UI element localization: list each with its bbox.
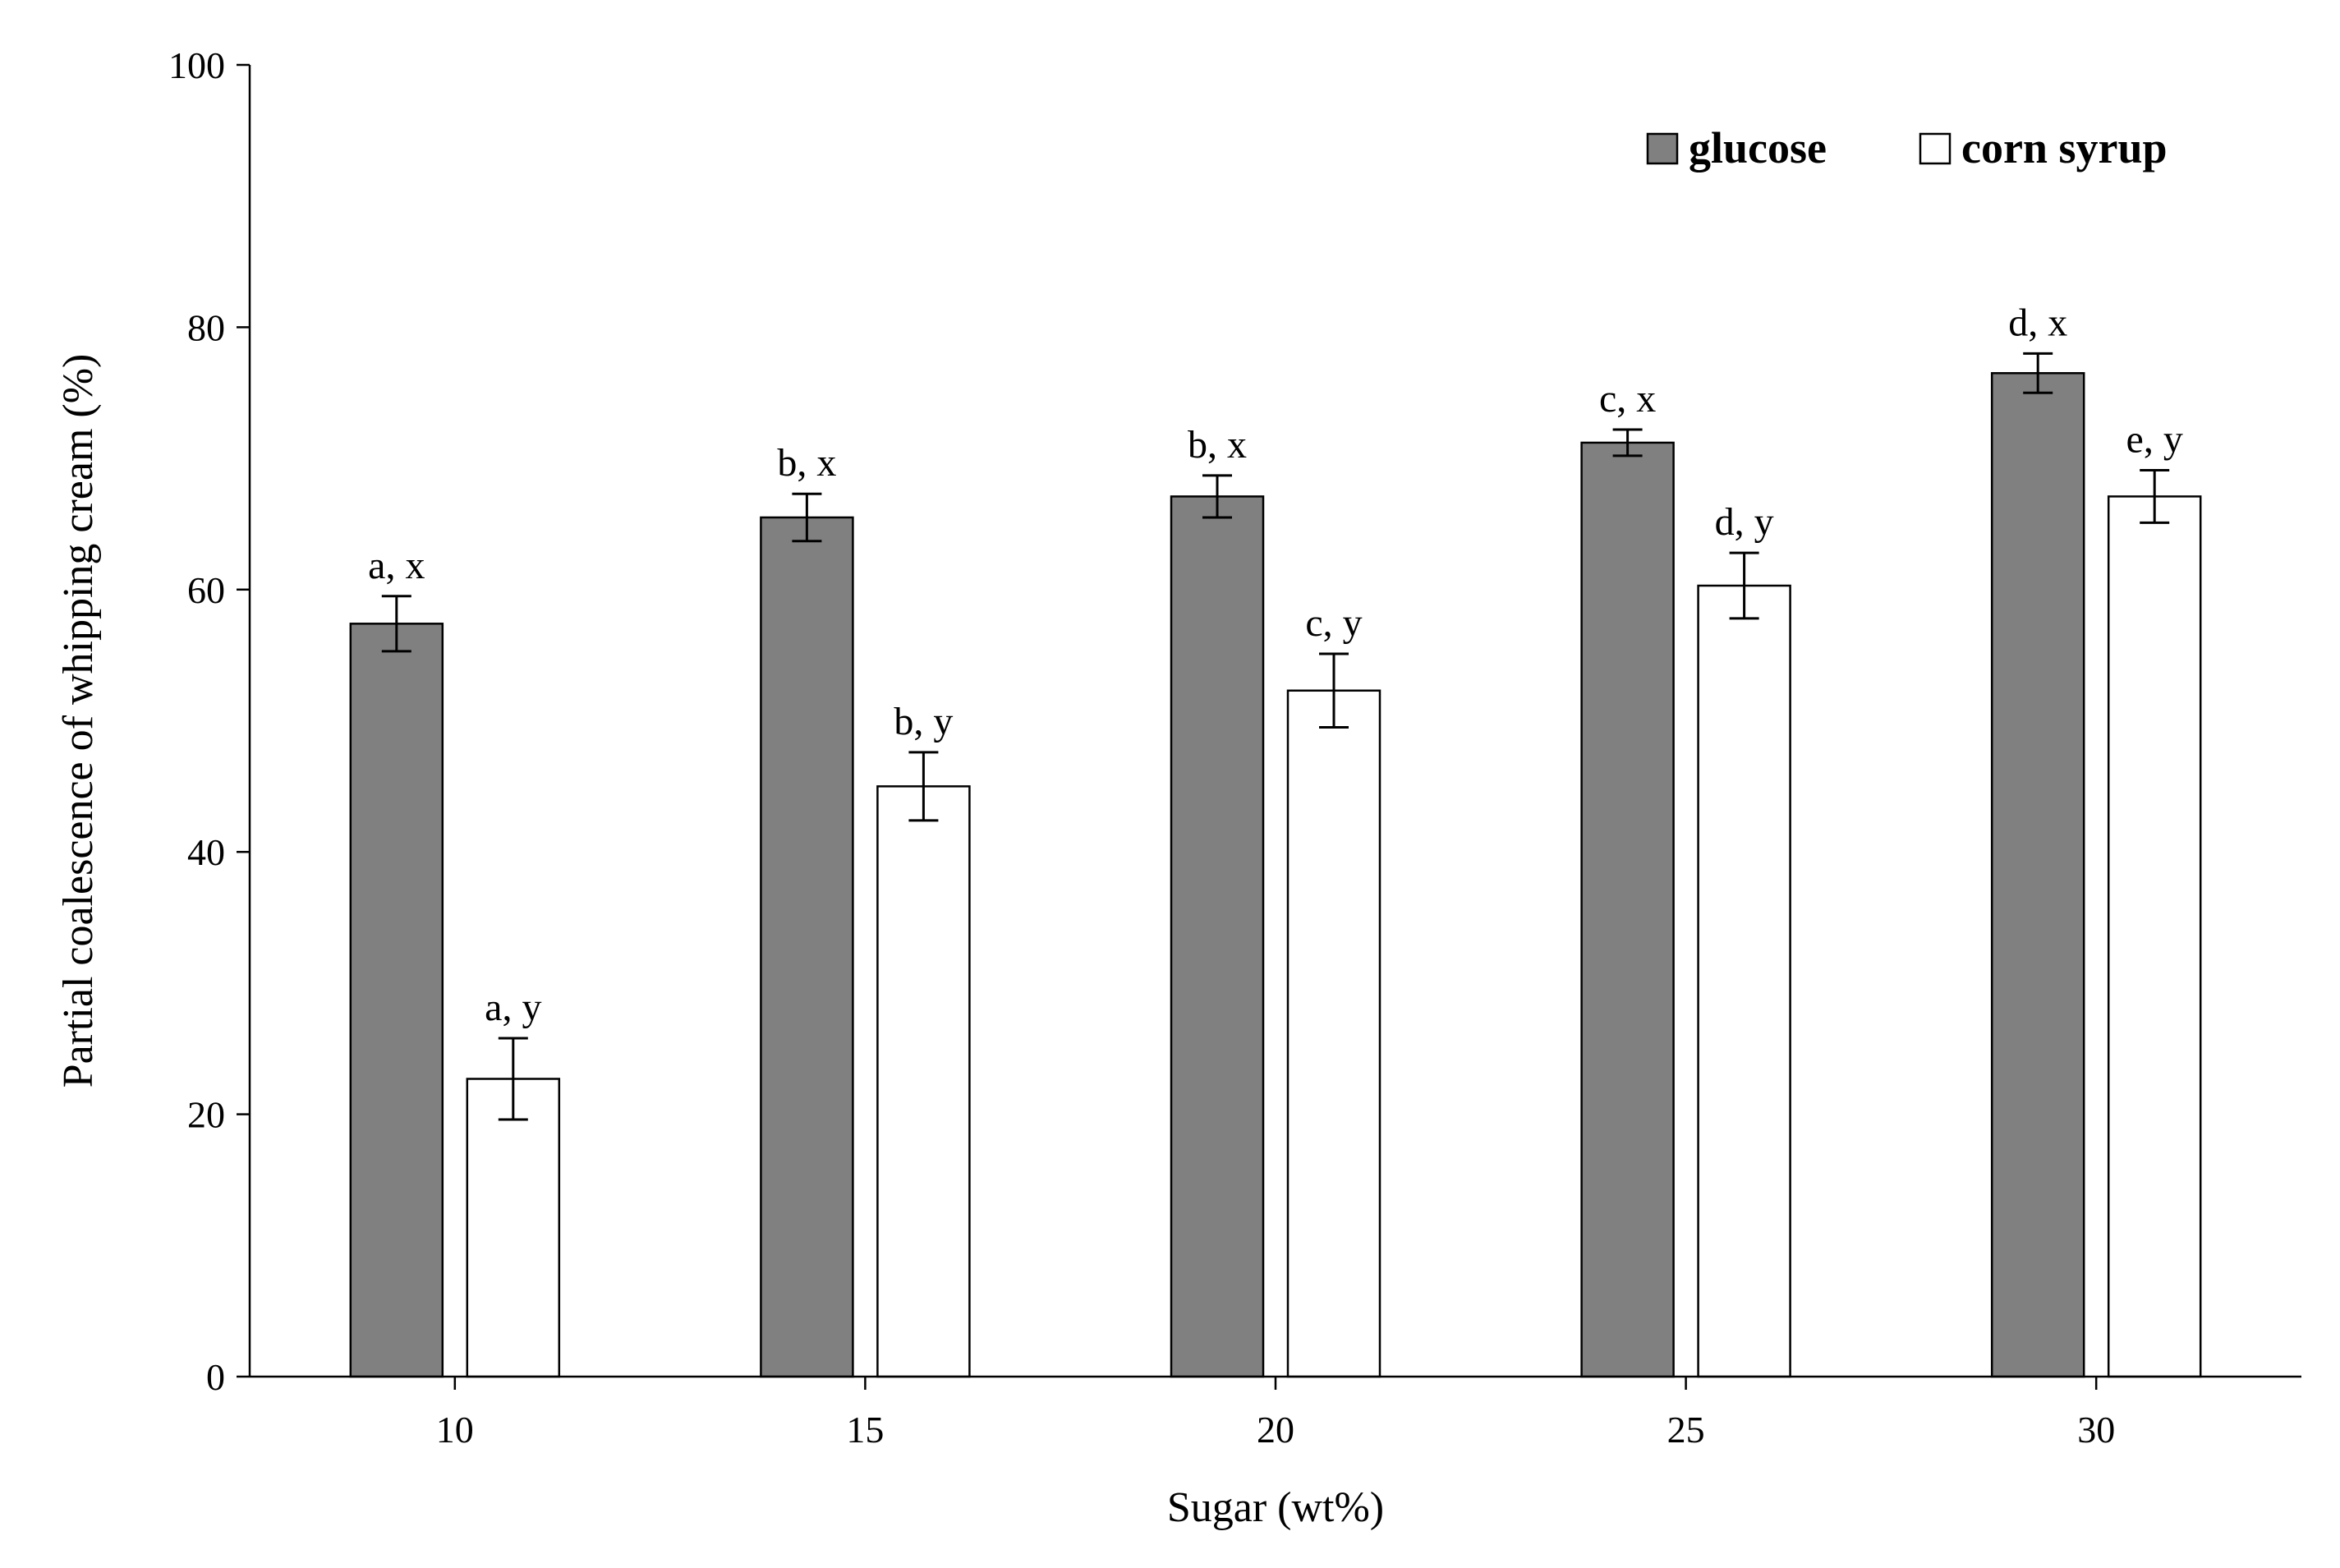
bar [1286, 689, 1381, 1378]
legend-swatch-glucose [1646, 132, 1679, 165]
y-tick-label: 20 [187, 1094, 225, 1136]
y-tick-label: 100 [168, 44, 225, 86]
data-label: d, y [1715, 500, 1774, 544]
x-tick-label: 30 [2077, 1409, 2115, 1451]
bar [876, 785, 971, 1378]
x-tick-label: 25 [1667, 1409, 1705, 1451]
data-label: c, x [1599, 377, 1656, 421]
bar [466, 1078, 561, 1378]
x-tick-label: 20 [1257, 1409, 1294, 1451]
y-tick-label: 0 [206, 1356, 225, 1398]
data-label: b, x [777, 441, 836, 485]
data-label: a, y [485, 986, 541, 1029]
y-axis-title: Partial coalescence of whipping cream (%… [55, 354, 102, 1088]
bar [349, 623, 444, 1378]
legend-swatch-corn-syrup [1919, 132, 1952, 165]
data-label: a, x [368, 544, 425, 587]
legend-label-glucose: glucose [1689, 123, 1827, 172]
x-axis-title: Sugar (wt%) [1167, 1484, 1384, 1531]
axes: 10 15 20 25 30 0 20 40 60 80 100 [168, 44, 2301, 1451]
data-label: b, y [894, 700, 953, 743]
x-tick-label: 15 [846, 1409, 884, 1451]
legend: glucose corn syrup [1646, 123, 2168, 172]
bar [1990, 372, 2085, 1378]
data-label: e, y [2126, 417, 2183, 461]
data-label: d, x [2008, 301, 2067, 344]
data-label: b, x [1188, 423, 1247, 467]
y-tick-label: 60 [187, 569, 225, 611]
data-label: c, y [1305, 601, 1362, 645]
bar [760, 516, 854, 1378]
y-tick-label: 40 [187, 831, 225, 873]
y-tick-label: 80 [187, 306, 225, 348]
bar [2107, 495, 2202, 1378]
plot-area: a, x a, y b, x b, y b, x c, y c, x d, y d, x e, y [349, 301, 2202, 1378]
bar [1580, 441, 1675, 1378]
x-tick-label: 10 [436, 1409, 474, 1451]
bar [1170, 495, 1265, 1378]
legend-label-corn-syrup: corn syrup [1961, 123, 2168, 172]
bar [1697, 584, 1791, 1378]
